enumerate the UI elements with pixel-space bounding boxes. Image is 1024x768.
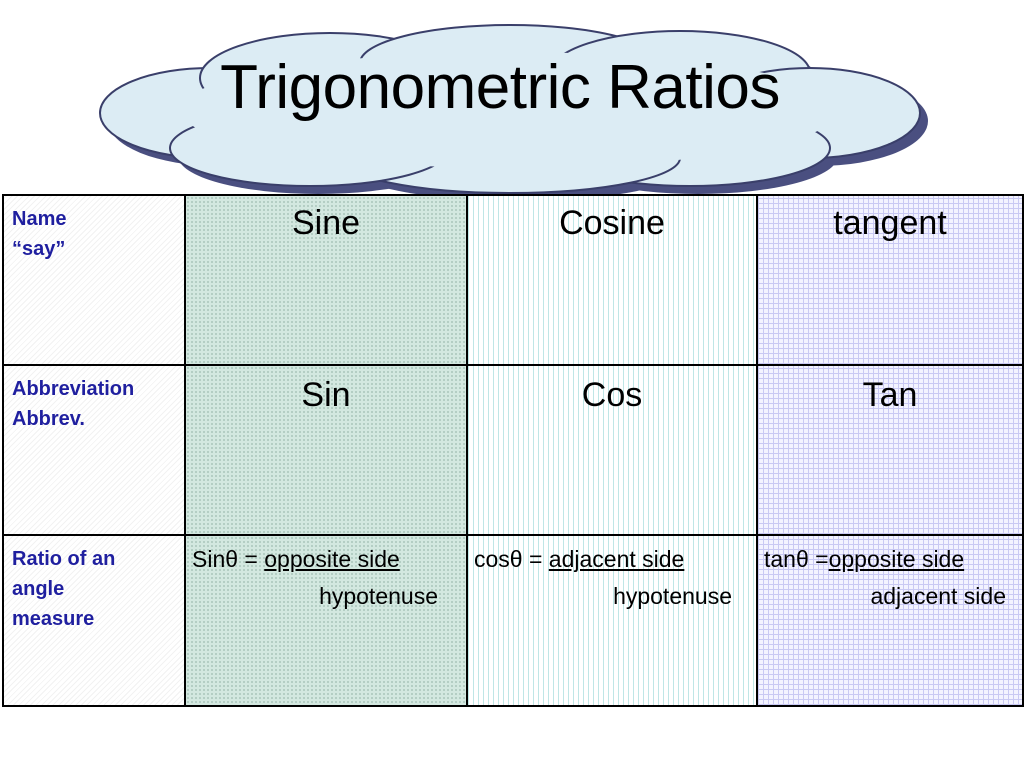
formula-denominator: adjacent side (870, 583, 1006, 609)
row-header-line: “say” (12, 238, 66, 260)
cell-sine-ratio: Sinθ = opposite side hypotenuse (184, 534, 468, 707)
cosine-formula: cosθ = adjacent side hypotenuse (468, 536, 756, 610)
cell-sine-name: Sine (184, 194, 468, 366)
tangent-abbrev: Tan (862, 376, 918, 414)
formula-lhs: Sinθ = (192, 546, 265, 572)
cell-tangent-abbrev: Tan (756, 364, 1024, 536)
row-header-abbreviation: Abbreviation Abbrev. (2, 364, 186, 536)
row-header-line: Name (12, 208, 67, 230)
row-header-name: Name “say” (2, 194, 186, 366)
formula-numerator: opposite side (264, 546, 400, 572)
sine-name: Sine (291, 204, 361, 242)
sine-abbrev: Sin (301, 376, 351, 414)
cosine-abbrev: Cos (581, 376, 643, 414)
formula-lhs: tanθ = (764, 546, 829, 572)
cell-cosine-ratio: cosθ = adjacent side hypotenuse (466, 534, 758, 707)
cloud-shape (99, 24, 928, 198)
table-row-name: Name “say” Sine Cosine tangent (2, 194, 1024, 366)
cell-sine-abbrev: Sin (184, 364, 468, 536)
row-header-line: angle (12, 578, 65, 600)
cell-tangent-ratio: tanθ =opposite side adjacent side (756, 534, 1024, 707)
tangent-formula: tanθ =opposite side adjacent side (758, 536, 1022, 610)
title-cloud (90, 18, 930, 198)
row-header-line: Abbreviation (12, 378, 135, 400)
row-header-line: Ratio of an (12, 548, 116, 570)
formula-lhs: cosθ = (474, 546, 549, 572)
trig-ratios-table: Name “say” Sine Cosine tangent Abbreviat… (2, 194, 1024, 707)
sine-formula: Sinθ = opposite side hypotenuse (186, 536, 466, 610)
tangent-name: tangent (833, 204, 947, 242)
formula-denominator: hypotenuse (613, 583, 732, 609)
cell-cosine-abbrev: Cos (466, 364, 758, 536)
formula-numerator: adjacent side (548, 546, 685, 572)
formula-numerator: opposite side (828, 546, 965, 572)
row-header-line: measure (12, 608, 95, 630)
row-header-line: Abbrev. (12, 408, 85, 430)
cosine-name: Cosine (559, 204, 665, 242)
page-title: Trigonometric Ratios (220, 53, 780, 122)
table-row-ratio: Ratio of an angle measure Sinθ = opposit… (2, 534, 1024, 707)
cell-tangent-name: tangent (756, 194, 1024, 366)
row-header-ratio: Ratio of an angle measure (2, 534, 186, 707)
cell-cosine-name: Cosine (466, 194, 758, 366)
formula-denominator: hypotenuse (319, 583, 438, 609)
table-row-abbreviation: Abbreviation Abbrev. Sin Cos Tan (2, 364, 1024, 536)
